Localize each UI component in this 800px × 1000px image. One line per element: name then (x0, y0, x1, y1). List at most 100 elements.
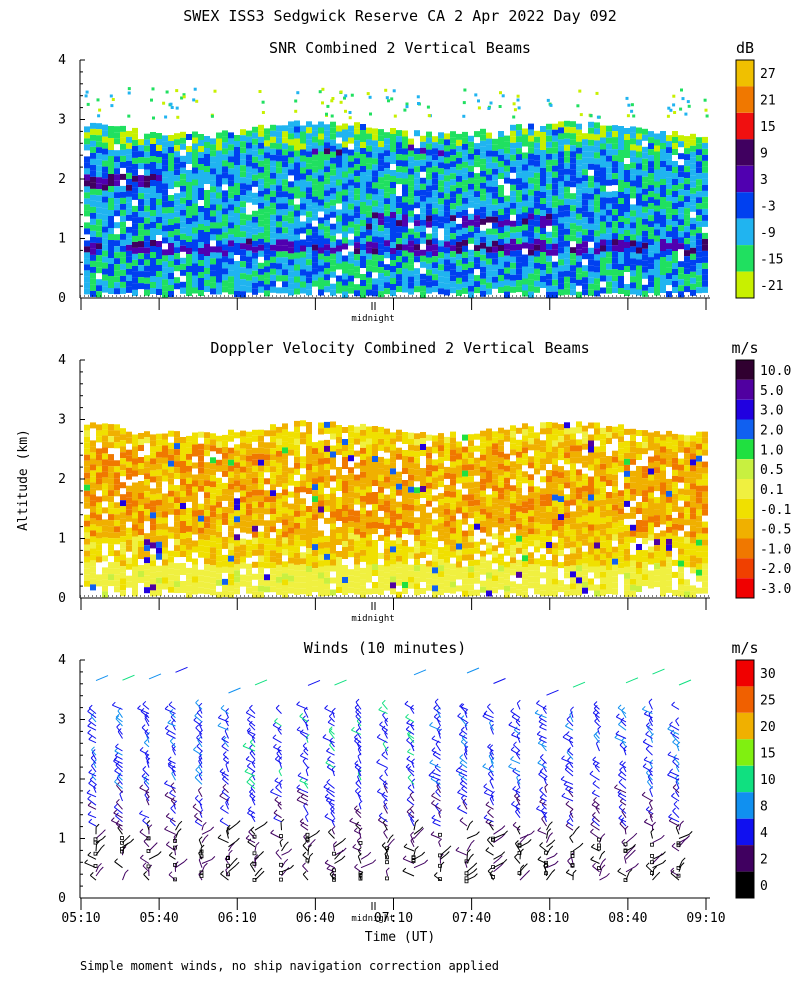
heatmap-cell (450, 575, 456, 582)
heatmap-cell (372, 426, 378, 432)
heatmap-cell (288, 509, 294, 516)
heatmap-cell (324, 196, 330, 203)
heatmap-cell (630, 216, 636, 223)
heatmap-cell (336, 263, 342, 270)
heatmap-cell (102, 268, 108, 275)
heatmap-cell (420, 195, 426, 202)
heatmap-cell (366, 169, 372, 176)
heatmap-cell (258, 453, 264, 460)
heatmap-cell (474, 493, 480, 500)
heatmap-cell (378, 498, 384, 505)
heatmap-cell (126, 196, 132, 203)
heatmap-cell (222, 214, 228, 221)
heatmap-cell (516, 469, 522, 476)
heatmap-cell (462, 566, 468, 573)
heatmap-cell (582, 163, 588, 170)
heatmap-cell (84, 126, 90, 133)
heatmap-cell (444, 187, 450, 194)
heatmap-cell (222, 148, 228, 155)
heatmap-cell (378, 504, 384, 511)
heatmap-cell (156, 139, 162, 145)
heatmap-cell (390, 522, 396, 529)
heatmap-cell (612, 239, 618, 246)
heatmap-cell (570, 127, 576, 134)
heatmap-cell (564, 228, 570, 235)
heatmap-cell (96, 261, 102, 268)
heatmap-cell (264, 242, 270, 249)
heatmap-cell (372, 438, 378, 444)
heatmap-cell (522, 164, 528, 171)
heatmap-cell (162, 189, 168, 196)
heatmap-cell (324, 427, 330, 434)
heatmap-cell (390, 290, 396, 296)
heatmap-cell (342, 189, 348, 196)
heatmap-cell (486, 156, 492, 163)
heatmap-cell (312, 454, 318, 461)
heatmap-cell (510, 250, 516, 257)
heatmap-cell (330, 577, 336, 584)
heatmap-cell (156, 229, 162, 235)
heatmap-cell (660, 161, 666, 167)
heatmap-cell (456, 289, 462, 296)
heatmap-cell (624, 176, 630, 182)
heatmap-cell (240, 255, 246, 262)
heatmap-cell (324, 166, 330, 173)
heatmap-cell (240, 279, 246, 286)
heatmap-cell (108, 156, 114, 162)
heatmap-cell (120, 191, 126, 198)
heatmap-cell (204, 552, 210, 559)
heatmap-cell (510, 262, 516, 269)
heatmap-cell (324, 457, 330, 464)
heatmap-cell (630, 228, 636, 235)
heatmap-cell (378, 135, 384, 142)
heatmap-cell (270, 172, 276, 179)
heatmap-cell (414, 154, 420, 161)
heatmap-cell (456, 465, 462, 472)
heatmap-cell (168, 448, 174, 455)
heatmap-cell (294, 126, 300, 133)
heatmap-cell (690, 277, 696, 284)
heatmap-cell (417, 102, 420, 105)
heatmap-cell (360, 232, 366, 238)
heatmap-cell (564, 186, 570, 193)
heatmap-cell (468, 584, 474, 591)
heatmap-cell (588, 181, 594, 188)
heatmap-cell (372, 206, 378, 213)
heatmap-cell (126, 190, 132, 197)
heatmap-cell (402, 196, 408, 203)
heatmap-cell (306, 121, 312, 128)
heatmap-cell (126, 160, 132, 167)
heatmap-cell (516, 130, 522, 137)
heatmap-cell (630, 252, 636, 259)
heatmap-cell (336, 503, 342, 509)
heatmap-cell (168, 562, 174, 569)
heatmap-cell (540, 252, 546, 258)
heatmap-cell (426, 494, 432, 501)
heatmap-cell (378, 237, 384, 244)
heatmap-cell (546, 440, 552, 446)
heatmap-cell (234, 243, 240, 249)
heatmap-cell (216, 483, 222, 490)
heatmap-cell (186, 200, 192, 206)
heatmap-cell (684, 214, 690, 221)
heatmap-cell (222, 470, 228, 477)
heatmap-cell (444, 496, 450, 503)
heatmap-cell (294, 546, 300, 553)
heatmap-cell (696, 179, 702, 186)
heatmap-cell (450, 455, 456, 462)
heatmap-cell (498, 155, 504, 161)
heatmap-cell (576, 261, 582, 268)
heatmap-cell (684, 280, 690, 287)
heatmap-cell (264, 520, 270, 527)
heatmap-cell (180, 539, 186, 545)
heatmap-cell (114, 520, 120, 527)
heatmap-cell (204, 564, 210, 571)
heatmap-cell (210, 174, 216, 181)
heatmap-cell (642, 164, 648, 171)
heatmap-cell (96, 213, 102, 220)
heatmap-cell (570, 493, 576, 500)
heatmap-cell (480, 520, 486, 527)
heatmap-cell (678, 243, 684, 250)
heatmap-cell (102, 579, 108, 586)
heatmap-cell (270, 460, 276, 467)
